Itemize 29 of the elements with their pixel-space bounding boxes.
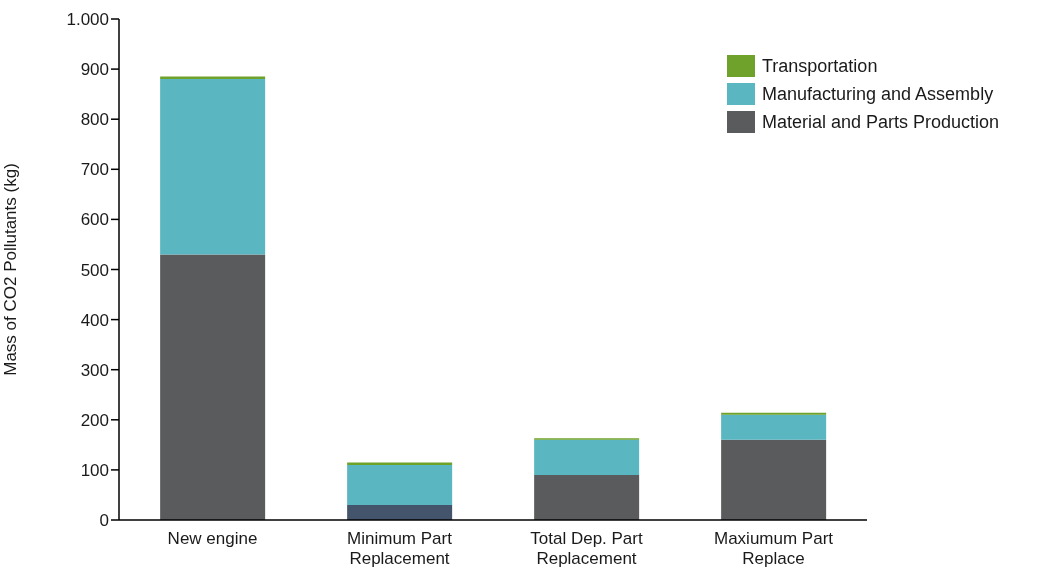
y-tick-label: 100 — [80, 460, 109, 480]
y-tick-label: 0 — [99, 511, 109, 531]
bar — [721, 412, 827, 415]
bar — [721, 439, 827, 520]
x-tick-label: Minimum Part Replacement — [347, 529, 453, 569]
legend-label: Transportation — [762, 55, 878, 77]
legend-label: Material and Parts Production — [762, 111, 1000, 133]
bar — [347, 504, 453, 520]
bar — [160, 79, 266, 255]
bar — [347, 464, 453, 505]
y-tick-label: 300 — [80, 360, 109, 380]
y-tick-label: 900 — [80, 60, 109, 80]
x-tick-label: New engine — [167, 529, 258, 549]
x-tick-label: Maxiumum Part Replace — [713, 529, 834, 569]
bar — [721, 414, 827, 440]
legend-label: Manufacturing and Assembly — [762, 83, 994, 105]
bar — [160, 254, 266, 520]
y-tick-label: 600 — [80, 210, 109, 230]
bar — [347, 462, 453, 465]
y-tick-label: 200 — [80, 410, 109, 430]
y-tick-label: 400 — [80, 310, 109, 330]
y-axis-title: Mass of CO2 Pollutants (kg) — [1, 163, 21, 376]
bar — [534, 439, 640, 475]
x-tick-label: Total Dep. Part Replacement — [530, 529, 643, 569]
y-tick-label: 500 — [80, 260, 109, 280]
y-tick-label: 800 — [80, 110, 109, 130]
y-tick-label: 700 — [80, 160, 109, 180]
bar — [534, 474, 640, 520]
y-tick-label: 1.000 — [66, 10, 109, 30]
